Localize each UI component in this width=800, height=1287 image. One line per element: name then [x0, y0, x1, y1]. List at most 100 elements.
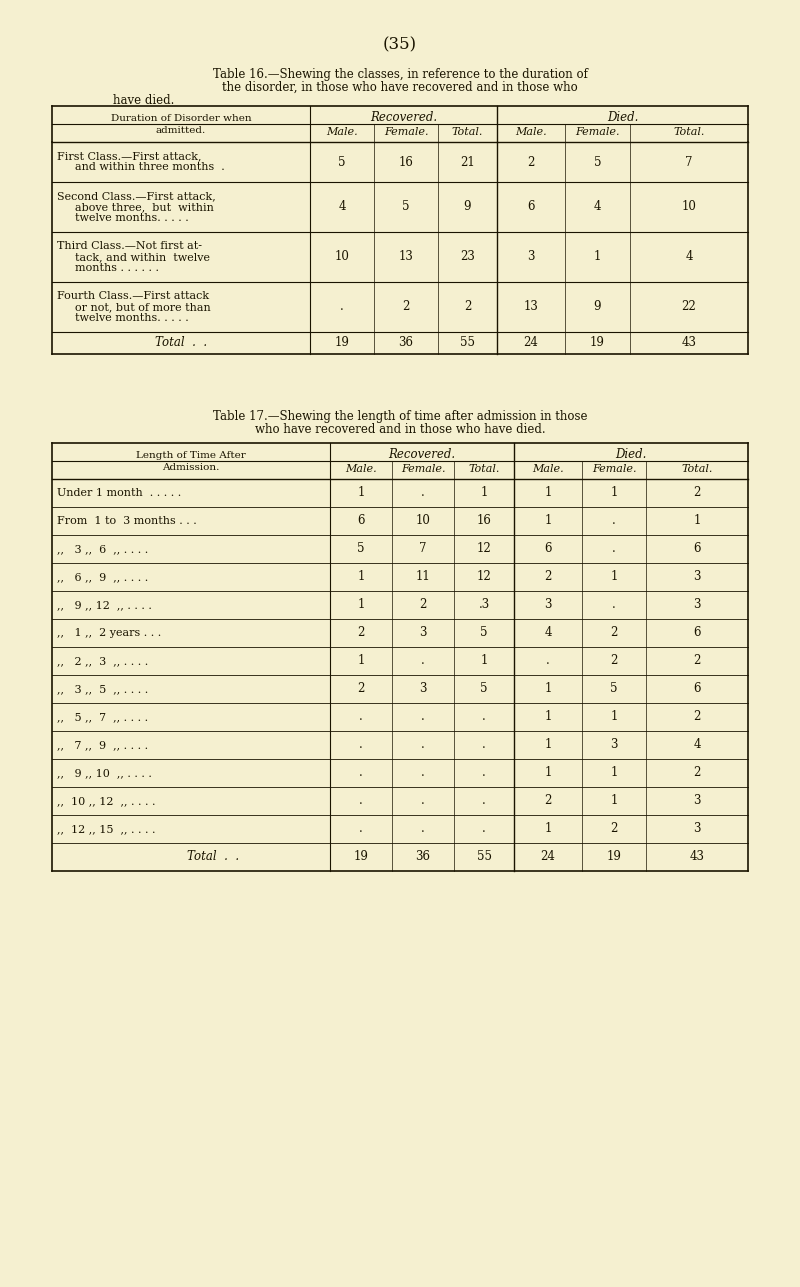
Text: .: . — [421, 655, 425, 668]
Text: .: . — [421, 794, 425, 807]
Text: Male.: Male. — [326, 127, 358, 136]
Text: ,,   7 ,,  9  ,, . . . .: ,, 7 ,, 9 ,, . . . . — [57, 740, 148, 750]
Text: 55: 55 — [460, 336, 475, 350]
Text: 3: 3 — [419, 682, 426, 695]
Text: Female.: Female. — [401, 465, 446, 474]
Text: admitted.: admitted. — [156, 126, 206, 135]
Text: 6: 6 — [527, 201, 534, 214]
Text: ,,   2 ,,  3  ,, . . . .: ,, 2 ,, 3 ,, . . . . — [57, 656, 148, 665]
Text: Total  .  .: Total . . — [142, 851, 239, 864]
Text: 6: 6 — [358, 515, 365, 528]
Text: 1: 1 — [544, 486, 552, 499]
Text: .: . — [421, 486, 425, 499]
Text: 2: 2 — [694, 767, 701, 780]
Text: 11: 11 — [416, 570, 430, 583]
Text: .: . — [359, 822, 363, 835]
Text: Total  .  .: Total . . — [155, 336, 207, 350]
Text: 5: 5 — [402, 201, 410, 214]
Text: 3: 3 — [419, 627, 426, 640]
Text: Female.: Female. — [592, 465, 636, 474]
Text: 19: 19 — [606, 851, 622, 864]
Text: 3: 3 — [694, 794, 701, 807]
Text: Under 1 month  . . . . .: Under 1 month . . . . . — [57, 488, 182, 498]
Text: 12: 12 — [477, 570, 491, 583]
Text: 1: 1 — [358, 655, 365, 668]
Text: tack, and within  twelve: tack, and within twelve — [75, 252, 210, 263]
Text: 5: 5 — [338, 156, 346, 169]
Text: First Class.—First attack,: First Class.—First attack, — [57, 152, 202, 161]
Text: .: . — [482, 739, 486, 752]
Text: twelve months. . . . .: twelve months. . . . . — [75, 313, 189, 323]
Text: 2: 2 — [610, 655, 618, 668]
Text: .: . — [612, 515, 616, 528]
Text: 1: 1 — [610, 710, 618, 723]
Text: ,,   9 ,, 12  ,, . . . .: ,, 9 ,, 12 ,, . . . . — [57, 600, 152, 610]
Text: 24: 24 — [541, 851, 555, 864]
Text: 1: 1 — [594, 251, 601, 264]
Text: 3: 3 — [694, 598, 701, 611]
Text: Female.: Female. — [384, 127, 428, 136]
Text: .: . — [421, 767, 425, 780]
Text: 13: 13 — [523, 300, 538, 314]
Text: 1: 1 — [358, 570, 365, 583]
Text: 2: 2 — [694, 710, 701, 723]
Text: 1: 1 — [610, 570, 618, 583]
Text: 3: 3 — [694, 822, 701, 835]
Text: 19: 19 — [354, 851, 369, 864]
Text: 24: 24 — [523, 336, 538, 350]
Text: .: . — [482, 710, 486, 723]
Text: 36: 36 — [398, 336, 414, 350]
Text: 2: 2 — [527, 156, 534, 169]
Text: 13: 13 — [398, 251, 414, 264]
Text: .: . — [359, 767, 363, 780]
Text: Total.: Total. — [452, 127, 483, 136]
Text: .: . — [612, 543, 616, 556]
Text: 3: 3 — [694, 570, 701, 583]
Text: above three,  but  within: above three, but within — [75, 202, 214, 212]
Text: ,,   6 ,,  9  ,, . . . .: ,, 6 ,, 9 ,, . . . . — [57, 571, 148, 582]
Text: 19: 19 — [590, 336, 605, 350]
Text: 1: 1 — [544, 682, 552, 695]
Text: 5: 5 — [480, 682, 488, 695]
Text: Total.: Total. — [682, 465, 713, 474]
Text: 6: 6 — [544, 543, 552, 556]
Text: .: . — [359, 794, 363, 807]
Text: ,,  12 ,, 15  ,, . . . .: ,, 12 ,, 15 ,, . . . . — [57, 824, 155, 834]
Text: 1: 1 — [544, 710, 552, 723]
Text: Total.: Total. — [674, 127, 705, 136]
Text: Third Class.—Not first at-: Third Class.—Not first at- — [57, 241, 202, 251]
Text: .: . — [482, 767, 486, 780]
Text: 2: 2 — [464, 300, 471, 314]
Text: 2: 2 — [694, 655, 701, 668]
Text: 2: 2 — [358, 627, 365, 640]
Text: Table 17.—Shewing the length of time after admission in those: Table 17.—Shewing the length of time aft… — [213, 411, 587, 423]
Text: 10: 10 — [334, 251, 350, 264]
Text: 4: 4 — [338, 201, 346, 214]
Text: 2: 2 — [419, 598, 426, 611]
Text: Male.: Male. — [515, 127, 547, 136]
Text: 10: 10 — [415, 515, 430, 528]
Text: 2: 2 — [358, 682, 365, 695]
Text: ,,   1 ,,  2 years . . .: ,, 1 ,, 2 years . . . — [57, 628, 162, 638]
Text: 4: 4 — [694, 739, 701, 752]
Text: 2: 2 — [402, 300, 410, 314]
Text: 1: 1 — [358, 598, 365, 611]
Text: .: . — [340, 300, 344, 314]
Text: 21: 21 — [460, 156, 475, 169]
Text: 43: 43 — [682, 336, 697, 350]
Text: 1: 1 — [544, 767, 552, 780]
Text: 1: 1 — [480, 655, 488, 668]
Text: 43: 43 — [690, 851, 705, 864]
Text: 1: 1 — [358, 486, 365, 499]
Text: Male.: Male. — [345, 465, 377, 474]
Text: 2: 2 — [544, 570, 552, 583]
Text: Died.: Died. — [615, 448, 646, 461]
Text: .: . — [421, 739, 425, 752]
Text: Died.: Died. — [607, 111, 638, 124]
Text: 16: 16 — [398, 156, 414, 169]
Text: 4: 4 — [544, 627, 552, 640]
Text: 19: 19 — [334, 336, 350, 350]
Text: 5: 5 — [480, 627, 488, 640]
Text: Fourth Class.—First attack: Fourth Class.—First attack — [57, 291, 209, 301]
Text: 1: 1 — [544, 739, 552, 752]
